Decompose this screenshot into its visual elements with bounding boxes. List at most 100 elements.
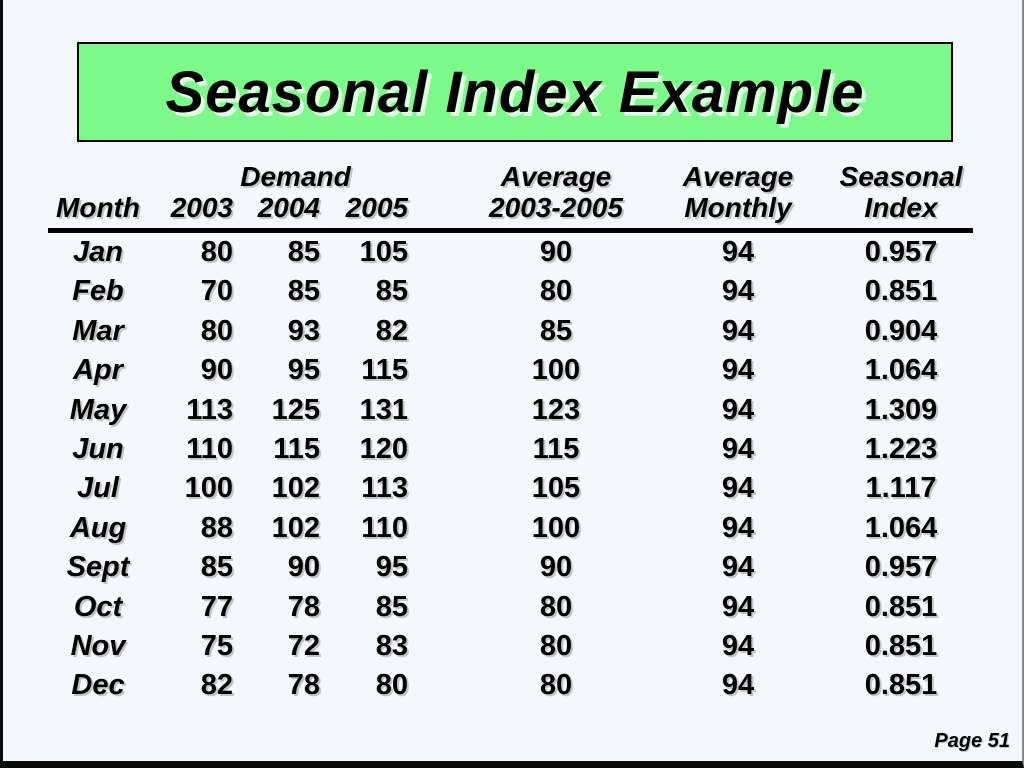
demand-2004-cell: 125 — [271, 393, 320, 426]
seasonal-index-cell: 1.309 — [864, 393, 938, 426]
average-monthly-cell: 94 — [721, 669, 755, 702]
seasonal-index-cell: 1.064 — [864, 354, 938, 387]
demand-2005-cell: 113 — [361, 472, 408, 505]
table-row: Oct 77 78 85 80 94 0.851 — [48, 588, 973, 627]
average-monthly-cell: 94 — [721, 236, 755, 268]
month-cell: Apr — [73, 354, 123, 387]
average-cell: 85 — [539, 314, 573, 347]
demand-2003-cell: 70 — [200, 275, 233, 308]
average-cell: 105 — [531, 472, 581, 505]
average-monthly-cell: 94 — [721, 314, 755, 347]
demand-2005-cell: 131 — [359, 393, 408, 426]
demand-2004-cell: 95 — [287, 354, 320, 387]
month-cell: Nov — [70, 629, 126, 662]
demand-2004-cell: 72 — [287, 629, 320, 662]
demand-2004-cell: 85 — [287, 236, 320, 268]
demand-2003-cell: 88 — [200, 511, 233, 544]
table-row: Jun 110 115 120 115 94 1.223 — [48, 430, 973, 469]
table-row: Apr 90 95 115 100 94 1.064 — [48, 351, 973, 390]
average-monthly-cell: 94 — [721, 354, 755, 387]
table-row: Mar 80 93 82 85 94 0.904 — [48, 312, 973, 351]
average-monthly-cell: 94 — [721, 432, 755, 465]
demand-2005-cell: 82 — [375, 314, 408, 347]
demand-2005-cell: 85 — [375, 590, 408, 623]
header-year-2003: 2003 — [170, 192, 233, 223]
average-cell: 90 — [539, 236, 573, 268]
demand-2003-cell: 85 — [200, 551, 233, 584]
page-number: Page 51 — [934, 730, 1010, 752]
month-cell: Feb — [72, 275, 124, 308]
average-monthly-cell: 94 — [721, 551, 755, 584]
title-box: Seasonal Index Example — [77, 42, 953, 142]
table-header-row-2: Month 2003 2004 2005 2003-2005 Monthly I… — [48, 192, 973, 223]
table-row: May 113 125 131 123 94 1.309 — [48, 391, 973, 430]
table-body: Jan 80 85 105 90 94 0.957 Feb 70 85 85 8… — [48, 233, 973, 706]
demand-2004-cell: 93 — [287, 314, 320, 347]
month-cell: Jun — [72, 432, 124, 465]
demand-2003-cell: 80 — [200, 236, 233, 268]
page-title: Seasonal Index Example — [165, 59, 865, 125]
seasonal-index-table: Demand Average Average Seasonal Month 20… — [3, 161, 973, 706]
average-cell: 90 — [539, 551, 573, 584]
seasonal-index-cell: 1.064 — [864, 511, 938, 544]
demand-2003-cell: 100 — [184, 472, 233, 505]
average-cell: 115 — [532, 432, 580, 465]
demand-2004-cell: 90 — [287, 551, 320, 584]
demand-2003-cell: 77 — [200, 590, 233, 623]
average-cell: 80 — [539, 629, 573, 662]
demand-2005-cell: 85 — [375, 275, 408, 308]
demand-2004-cell: 85 — [287, 275, 320, 308]
average-cell: 100 — [531, 511, 581, 544]
average-cell: 80 — [539, 669, 573, 702]
header-average-line1: Average — [500, 161, 612, 192]
demand-2004-cell: 78 — [287, 590, 320, 623]
month-cell: Mar — [72, 314, 124, 347]
header-average-line2: 2003-2005 — [489, 192, 623, 223]
header-spacer — [48, 161, 148, 192]
header-demand-group: Demand — [240, 161, 351, 192]
header-seasonal-line2: Index — [864, 192, 938, 223]
average-cell: 80 — [539, 275, 573, 308]
header-year-2004: 2004 — [257, 192, 320, 223]
average-cell: 100 — [531, 354, 581, 387]
header-seasonal-line1: Seasonal — [839, 161, 963, 192]
seasonal-index-cell: 0.851 — [864, 629, 938, 662]
seasonal-index-cell: 0.851 — [864, 590, 938, 623]
seasonal-index-cell: 1.223 — [864, 432, 938, 465]
month-cell: Sept — [66, 551, 130, 584]
demand-2003-cell: 113 — [186, 393, 233, 426]
average-cell: 123 — [531, 393, 581, 426]
header-year-2005: 2005 — [345, 192, 408, 223]
demand-2003-cell: 82 — [200, 669, 233, 702]
month-cell: Dec — [71, 669, 125, 702]
header-average-monthly-line2: Monthly — [684, 192, 792, 223]
demand-2005-cell: 115 — [361, 354, 408, 387]
average-monthly-cell: 94 — [721, 590, 755, 623]
demand-2003-cell: 90 — [200, 354, 233, 387]
average-monthly-cell: 94 — [721, 629, 755, 662]
demand-2005-cell: 110 — [361, 511, 408, 544]
demand-2004-cell: 102 — [271, 472, 320, 505]
demand-2005-cell: 95 — [375, 551, 408, 584]
average-monthly-cell: 94 — [721, 472, 755, 505]
table-row: Jul 100 102 113 105 94 1.117 — [48, 469, 973, 508]
table-row: Aug 88 102 110 100 94 1.064 — [48, 509, 973, 548]
average-monthly-cell: 94 — [721, 393, 755, 426]
seasonal-index-cell: 1.117 — [865, 472, 937, 505]
seasonal-index-cell: 0.851 — [864, 669, 938, 702]
demand-2003-cell: 80 — [200, 314, 233, 347]
month-cell: May — [69, 393, 127, 426]
table-header-row-1: Demand Average Average Seasonal — [48, 161, 973, 192]
demand-2005-cell: 80 — [375, 669, 408, 702]
seasonal-index-cell: 0.957 — [864, 236, 938, 268]
demand-2003-cell: 110 — [186, 432, 233, 465]
demand-2005-cell: 105 — [359, 236, 408, 268]
demand-2004-cell: 102 — [271, 511, 320, 544]
table-row: Feb 70 85 85 80 94 0.851 — [48, 272, 973, 311]
average-cell: 80 — [539, 590, 573, 623]
month-cell: Aug — [69, 511, 127, 544]
demand-2003-cell: 75 — [200, 629, 233, 662]
demand-2005-cell: 83 — [375, 629, 408, 662]
table-row: Jan 80 85 105 90 94 0.957 — [48, 233, 973, 272]
